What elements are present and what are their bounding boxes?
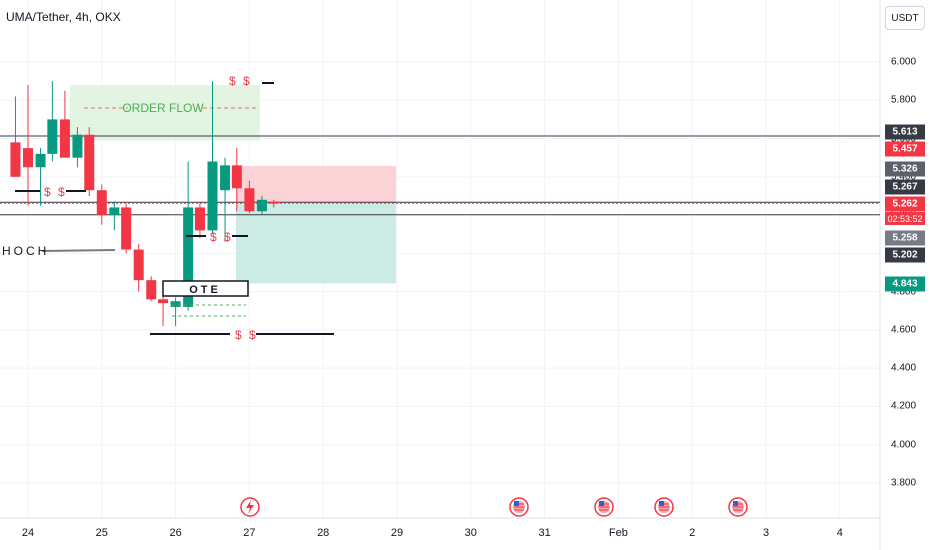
currency-button[interactable]: USDT bbox=[885, 6, 925, 30]
price-tick-label: 4.600 bbox=[891, 324, 917, 336]
time-tick-label: 30 bbox=[464, 527, 477, 539]
candle-body[interactable] bbox=[59, 119, 70, 158]
candle-body[interactable] bbox=[244, 188, 255, 212]
candle-body[interactable] bbox=[133, 249, 144, 281]
price-tick-label: 4.000 bbox=[891, 439, 917, 451]
price-label-5-267: 5.267 bbox=[885, 179, 925, 195]
price-tick-label: 4.200 bbox=[891, 400, 917, 412]
time-tick-label: 25 bbox=[95, 527, 108, 539]
ote-box[interactable] bbox=[162, 280, 249, 297]
price-label-5-258: 5.258 bbox=[885, 230, 925, 246]
price-tick-label: 4.800 bbox=[891, 286, 917, 298]
us-flag-event-icon[interactable] bbox=[594, 497, 614, 517]
candle-body[interactable] bbox=[158, 299, 169, 304]
candle-body[interactable] bbox=[96, 190, 107, 216]
time-tick-label: Feb bbox=[608, 527, 628, 539]
candle-body[interactable] bbox=[231, 165, 242, 189]
us-flag-event-icon-canton bbox=[599, 501, 604, 506]
candle-body[interactable] bbox=[268, 201, 279, 204]
candle-body[interactable] bbox=[121, 207, 132, 250]
candle-body[interactable] bbox=[35, 153, 46, 168]
price-tick-label: 5.400 bbox=[891, 171, 917, 183]
candle-body[interactable] bbox=[146, 280, 157, 300]
candle-body[interactable] bbox=[10, 142, 21, 177]
time-tick-label: 31 bbox=[538, 527, 551, 539]
price-label-5-613: 5.613 bbox=[885, 124, 925, 140]
time-tick-label: 28 bbox=[317, 527, 330, 539]
us-flag-event-icon-canton bbox=[659, 501, 664, 506]
liquidity-label-mid: $ $ bbox=[210, 230, 233, 244]
candle-body[interactable] bbox=[84, 134, 95, 191]
candle-body[interactable] bbox=[170, 301, 181, 307]
liquidity-label-left: $ $ bbox=[44, 185, 67, 199]
candle-body[interactable] bbox=[194, 207, 205, 231]
us-flag-event-icon-canton bbox=[733, 501, 738, 506]
candle-body[interactable] bbox=[220, 165, 231, 191]
us-flag-event-icon[interactable] bbox=[509, 497, 529, 517]
candle-body[interactable] bbox=[109, 207, 120, 216]
candle-body[interactable] bbox=[72, 134, 83, 158]
ote-label: OTE bbox=[189, 284, 221, 296]
time-tick-label: 4 bbox=[836, 527, 843, 539]
time-tick-label: 24 bbox=[21, 527, 35, 539]
candle-body[interactable] bbox=[47, 119, 58, 154]
candle-body[interactable] bbox=[183, 207, 194, 307]
liquidity-label-top: $ $ bbox=[229, 74, 252, 88]
price-tick-label: 4.400 bbox=[891, 362, 917, 374]
stop-loss-zone[interactable] bbox=[236, 165, 396, 204]
us-flag-event-icon-canton bbox=[514, 501, 519, 506]
price-tick-label: 3.800 bbox=[891, 477, 917, 489]
us-flag-event-icon[interactable] bbox=[654, 497, 674, 517]
lightning-event-icon-bolt bbox=[246, 500, 254, 514]
us-flag-event-icon[interactable] bbox=[728, 497, 748, 517]
candle-body[interactable] bbox=[256, 199, 267, 212]
time-tick-label: 2 bbox=[689, 527, 696, 539]
candle-body[interactable] bbox=[23, 148, 33, 168]
time-tick-label: 26 bbox=[169, 527, 182, 539]
time-tick-label: 29 bbox=[390, 527, 404, 539]
candle-body[interactable] bbox=[207, 161, 218, 231]
symbol-title: UMA/Tether, 4h, OKX bbox=[6, 10, 121, 24]
order-flow-label: ORDER FLOW bbox=[122, 101, 204, 115]
price-label-5-262: 5.262 bbox=[885, 196, 925, 212]
price-label-5-202: 5.202 bbox=[885, 247, 925, 263]
price-label-5-457: 5.457 bbox=[885, 141, 925, 157]
time-tick-label: 3 bbox=[762, 527, 770, 539]
price-label-4-843: 4.843 bbox=[885, 276, 925, 292]
choch-label: HOCH bbox=[2, 244, 49, 258]
order-flow-label-bg bbox=[128, 100, 198, 116]
take-profit-zone[interactable] bbox=[236, 203, 396, 284]
lightning-event-icon[interactable] bbox=[240, 497, 260, 517]
price-tick-label: 6.000 bbox=[891, 56, 917, 68]
price-label-5-326: 5.326 bbox=[885, 161, 925, 177]
liquidity-label-bottom: $ $ bbox=[235, 328, 258, 342]
bar-countdown: 02:53:52 bbox=[885, 212, 925, 225]
price-tick-label: 5.800 bbox=[891, 94, 917, 106]
time-tick-label: 27 bbox=[243, 527, 256, 539]
choch-line[interactable] bbox=[41, 249, 116, 252]
